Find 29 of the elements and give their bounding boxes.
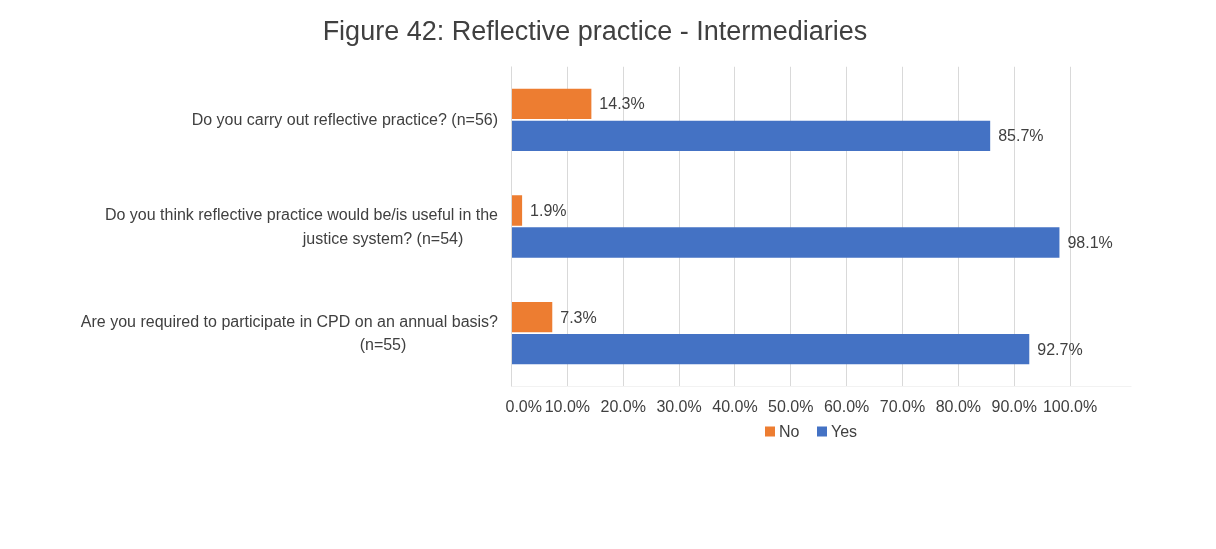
x-tick-label: 0.0% — [505, 397, 542, 415]
x-tick-label: 20.0% — [600, 397, 646, 415]
bar — [511, 301, 553, 332]
bar — [511, 120, 991, 151]
bar — [511, 226, 1060, 258]
x-tick-label: 90.0% — [991, 397, 1037, 415]
x-tick-label: 80.0% — [935, 397, 982, 415]
x-tick-label: 100.0% — [1042, 397, 1098, 415]
y-tick-label: Are you required to participate in CPD on an annual basis? (n=55) — [80, 312, 499, 353]
bar — [511, 88, 592, 119]
bar — [511, 333, 1030, 364]
y-tick-label: Do you think reflective practice would be/is useful in the justice system? (n=54) — [104, 205, 499, 247]
y-tick-label: Do you carry out reflective practice? (n=56) — [191, 110, 498, 128]
x-tick-label: 10.0% — [544, 397, 591, 415]
x-tick-label: 70.0% — [879, 397, 926, 415]
chart-title: Figure 42: Reflective practice - Intermediaries — [322, 15, 868, 48]
data-label: 98.1% — [1067, 233, 1113, 251]
data-label: 14.3% — [599, 94, 645, 112]
legend-label: No — [779, 422, 800, 440]
x-tick-label: 60.0% — [823, 397, 870, 415]
data-label: 92.7% — [1037, 340, 1083, 358]
bar — [511, 194, 523, 226]
x-tick-label: 30.0% — [656, 397, 702, 415]
data-label: 85.7% — [998, 126, 1044, 144]
legend-label: Yes — [831, 422, 858, 440]
data-label: 7.3% — [560, 308, 597, 326]
x-tick-label: 50.0% — [768, 397, 814, 415]
data-label: 1.9% — [530, 201, 567, 219]
x-tick-label: 40.0% — [712, 397, 758, 415]
